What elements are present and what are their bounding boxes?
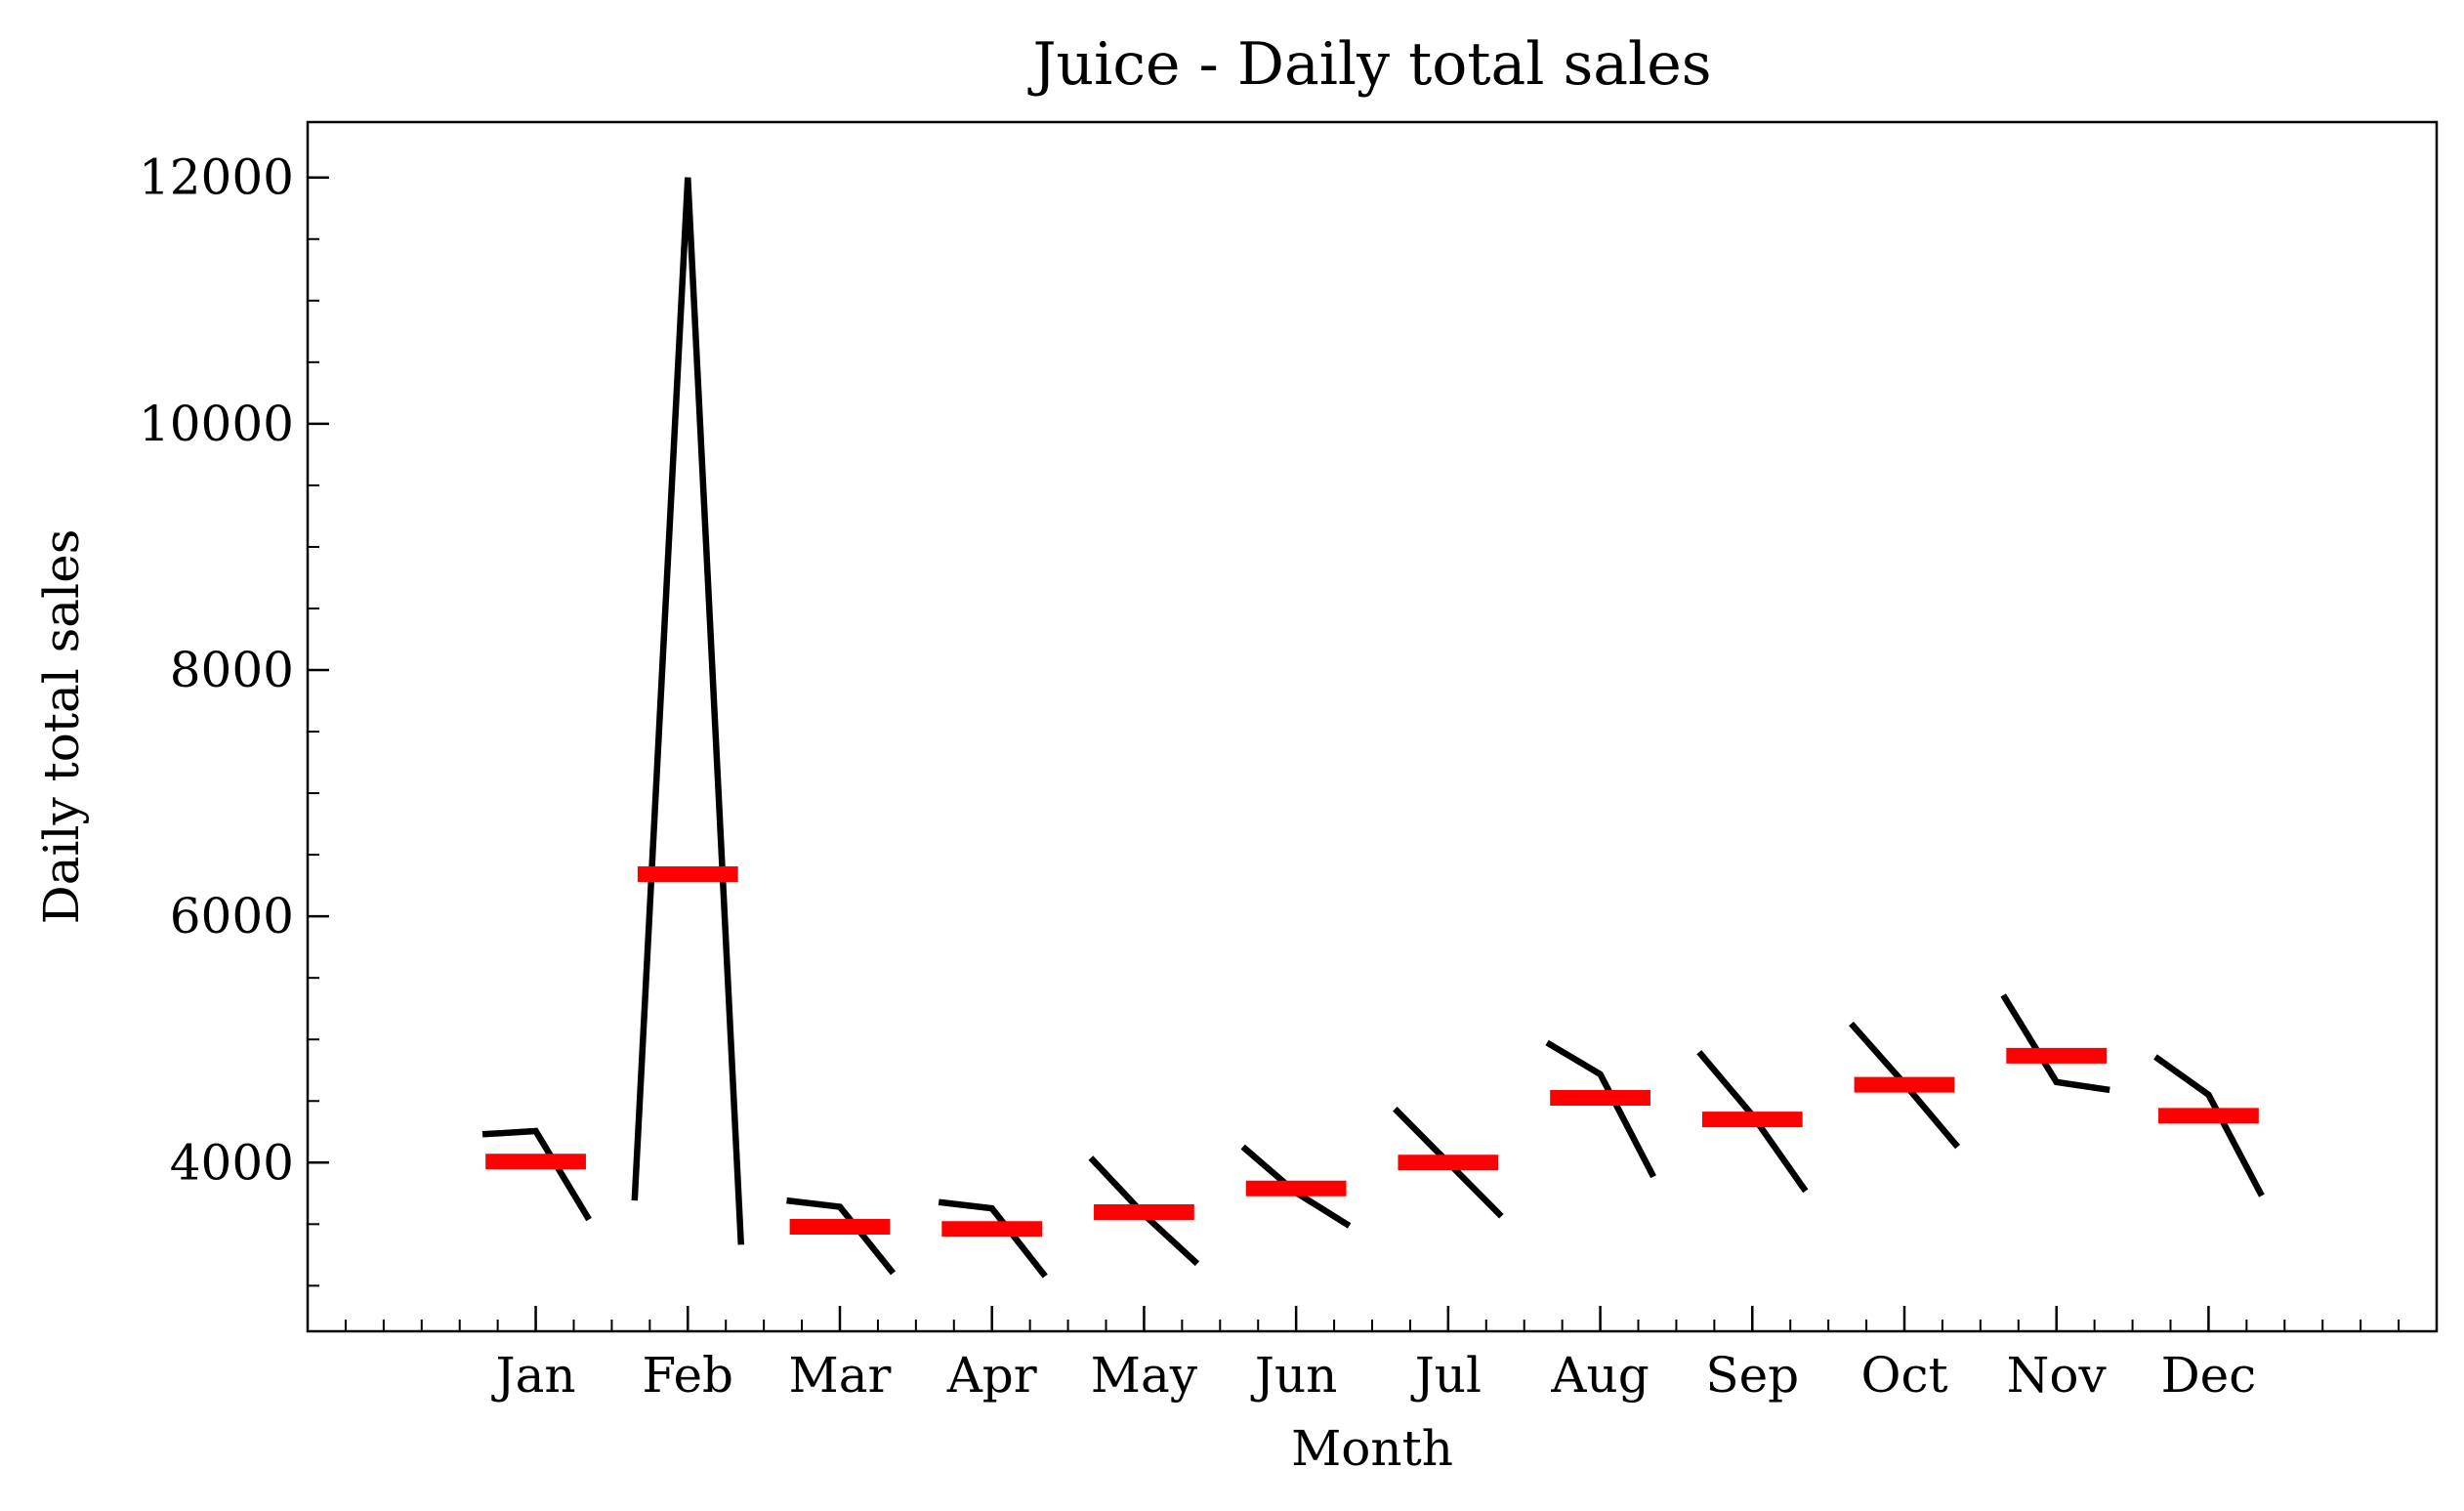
x-tick-label: Aug	[1550, 1347, 1649, 1404]
subseries-line	[2000, 993, 2110, 1094]
subseries-line	[481, 1127, 592, 1222]
y-axis-label: Daily total sales	[33, 529, 90, 925]
y-tick-label: 12000	[139, 149, 294, 206]
y-tick-label: 8000	[170, 642, 294, 698]
x-tick-label: Apr	[946, 1347, 1037, 1404]
chart-title: Juice - Daily total sales	[1026, 30, 1711, 99]
x-tick-label: Mar	[789, 1347, 892, 1404]
subseries-line	[631, 177, 745, 1245]
x-tick-label: May	[1091, 1347, 1198, 1404]
subseries-line	[2153, 1054, 2265, 1197]
x-tick-label: Jul	[1410, 1347, 1482, 1404]
subseries-line	[938, 1198, 1048, 1279]
y-tick-label: 4000	[170, 1134, 294, 1191]
y-tick-label: 10000	[139, 396, 294, 452]
x-tick-label: Nov	[2007, 1347, 2108, 1404]
subseries-line	[1545, 1039, 1656, 1179]
x-tick-label: Oct	[1860, 1347, 1947, 1404]
x-axis-label: Month	[1291, 1420, 1453, 1477]
x-tick-label: Dec	[2161, 1347, 2257, 1404]
x-tick-label: Jun	[1250, 1347, 1337, 1404]
y-tick-label: 6000	[170, 888, 294, 944]
x-tick-label: Feb	[643, 1347, 734, 1404]
subseries-line	[786, 1196, 897, 1276]
x-tick-label: Jan	[491, 1347, 576, 1404]
x-tick-label: Sep	[1705, 1347, 1799, 1404]
plot-frame	[306, 120, 2439, 1333]
